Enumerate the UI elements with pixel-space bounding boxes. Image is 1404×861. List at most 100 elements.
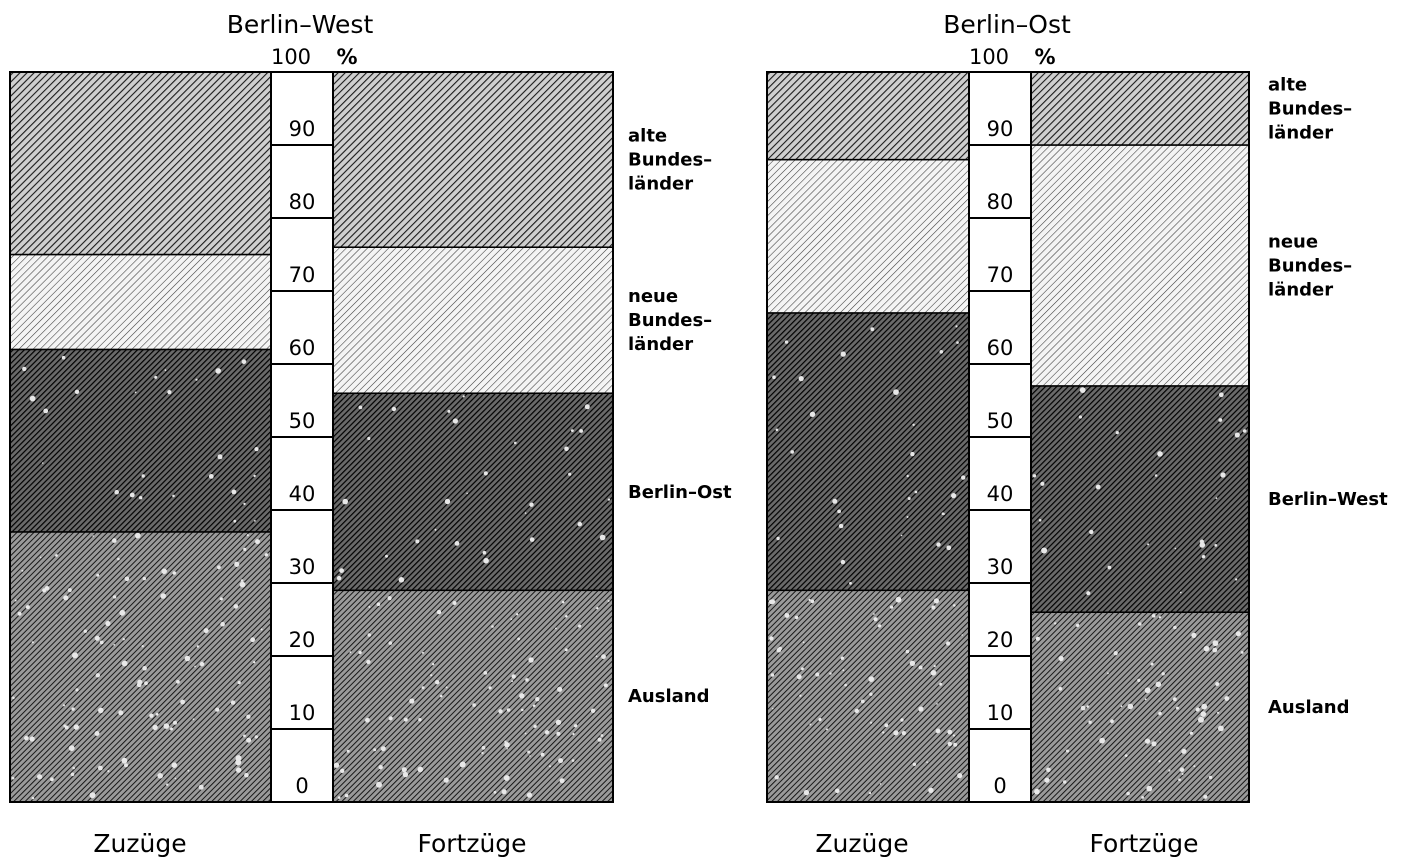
speckle-dot bbox=[572, 733, 575, 736]
speckle-dot bbox=[260, 628, 263, 631]
speckle-dot bbox=[358, 650, 362, 655]
speckle-dot bbox=[1158, 616, 1162, 619]
speckle-dot bbox=[1040, 481, 1045, 486]
speckle-dot bbox=[1151, 614, 1156, 618]
speckle-dot bbox=[114, 489, 119, 495]
speckle-dot bbox=[124, 576, 130, 582]
scale-tick-label: 20 bbox=[289, 628, 316, 652]
speckle-dot bbox=[50, 777, 54, 782]
speckle-dot bbox=[961, 475, 966, 480]
speckle-dot bbox=[14, 599, 17, 602]
speckle-dot bbox=[914, 490, 918, 494]
speckle-dot bbox=[590, 708, 596, 713]
speckle-dot bbox=[194, 665, 197, 668]
speckle-dot bbox=[815, 672, 820, 677]
speckle-dot bbox=[388, 641, 393, 645]
speckle-dot bbox=[253, 661, 256, 664]
speckle-dot bbox=[556, 731, 561, 736]
speckle-dot bbox=[842, 669, 845, 672]
speckle-dot bbox=[167, 390, 172, 395]
speckle-dot bbox=[459, 761, 466, 768]
speckle-dot bbox=[1058, 686, 1063, 691]
speckle-dot bbox=[409, 698, 415, 704]
speckle-dot bbox=[955, 325, 958, 328]
speckle-dot bbox=[1212, 647, 1218, 653]
speckle-dot bbox=[1161, 672, 1165, 676]
speckle-dot bbox=[579, 429, 583, 433]
speckle-dot bbox=[233, 604, 239, 609]
scale-tick-label: 80 bbox=[289, 190, 316, 214]
speckle-dot bbox=[349, 651, 352, 654]
speckle-dot bbox=[532, 704, 536, 708]
speckle-dot bbox=[1086, 705, 1090, 708]
speckle-dot bbox=[840, 351, 846, 357]
speckle-dot bbox=[607, 498, 611, 501]
speckle-dot bbox=[208, 474, 214, 479]
speckle-dot bbox=[498, 709, 503, 714]
speckle-dot bbox=[907, 497, 911, 500]
scale-tick-label: 30 bbox=[289, 555, 316, 579]
speckle-dot bbox=[454, 541, 460, 546]
speckle-dot bbox=[1124, 754, 1128, 757]
speckle-dot bbox=[37, 774, 43, 780]
speckle-dot bbox=[568, 472, 572, 476]
speckle-dot bbox=[462, 395, 465, 398]
speckle-dot bbox=[510, 618, 513, 620]
speckle-dot bbox=[391, 406, 397, 412]
speckle-dot bbox=[596, 607, 599, 610]
speckle-dot bbox=[163, 723, 170, 729]
speckle-dot bbox=[253, 474, 256, 478]
speckle-dot bbox=[184, 655, 191, 662]
speckle-dot bbox=[139, 496, 143, 500]
speckle-dot bbox=[599, 534, 606, 541]
speckle-dot bbox=[1115, 431, 1119, 435]
speckle-dot bbox=[368, 605, 371, 608]
speckle-dot bbox=[1224, 696, 1230, 701]
chart-panel-1: Berlin–Ost 100 % 0 10 20 30 40 50 60 70 80 90 Ausland… bbox=[766, 10, 1388, 858]
speckle-dot bbox=[62, 704, 65, 707]
speckle-dot bbox=[1203, 645, 1210, 652]
speckle-dot bbox=[174, 777, 177, 780]
speckle-dot bbox=[472, 703, 476, 707]
speckle-dot bbox=[72, 766, 75, 770]
speckle-dot bbox=[452, 601, 457, 605]
speckle-dot bbox=[233, 519, 237, 523]
speckle-dot bbox=[835, 788, 840, 794]
speckle-dot bbox=[243, 547, 247, 552]
speckle-dot bbox=[1158, 760, 1161, 763]
speckle-dot bbox=[528, 657, 534, 663]
speckle-dot bbox=[105, 620, 111, 627]
speckle-dot bbox=[203, 628, 209, 634]
speckle-dot bbox=[1113, 651, 1118, 656]
speckle-dot bbox=[936, 703, 938, 705]
speckle-dot bbox=[481, 745, 486, 750]
speckle-dot bbox=[95, 673, 101, 678]
speckle-dot bbox=[144, 681, 148, 686]
speckle-dot bbox=[1154, 474, 1158, 477]
speckle-dot bbox=[1046, 767, 1051, 773]
speckle-dot bbox=[1173, 697, 1177, 702]
speckle-dot bbox=[519, 693, 525, 699]
legend-label-1: Berlin–West bbox=[1268, 489, 1388, 510]
speckle-dot bbox=[235, 767, 242, 773]
speckle-dot bbox=[809, 723, 812, 726]
bar-segment-right-3 bbox=[1030, 71, 1250, 146]
speckle-dot bbox=[849, 581, 852, 585]
speckle-dot bbox=[906, 474, 909, 478]
speckle-dot bbox=[524, 732, 527, 735]
speckle-dot bbox=[230, 700, 236, 705]
speckle-dot bbox=[601, 654, 606, 659]
speckle-dot bbox=[571, 429, 574, 432]
speckle-dot bbox=[215, 707, 220, 712]
speckle-dot bbox=[39, 556, 42, 559]
speckle-dot bbox=[1038, 519, 1042, 522]
speckle-dot bbox=[571, 759, 575, 762]
legend-label-2: neue Bundes– länder bbox=[1268, 232, 1352, 301]
speckle-dot bbox=[98, 707, 104, 714]
speckle-dot bbox=[1146, 785, 1153, 792]
speckle-dot bbox=[796, 674, 802, 680]
speckle-dot bbox=[910, 451, 915, 457]
speckle-dot bbox=[187, 769, 190, 772]
speckle-dot bbox=[1214, 544, 1218, 547]
speckle-dot bbox=[67, 588, 72, 593]
